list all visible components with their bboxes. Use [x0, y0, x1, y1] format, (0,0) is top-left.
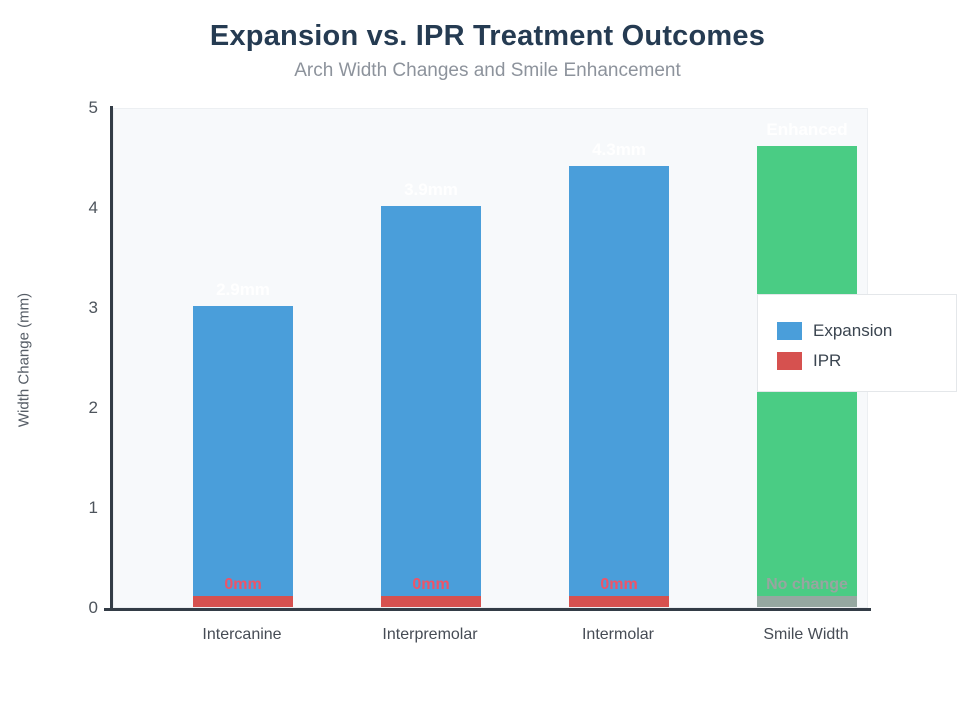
x-category-label-interpremolar: Interpremolar	[382, 626, 478, 643]
bar-value-label-intermolar: 4.3mm	[592, 140, 646, 159]
y-tick-label-1: 1	[88, 498, 98, 517]
legend-label: Expansion	[813, 321, 893, 340]
x-category-label-smile-width: Smile Width	[763, 626, 849, 643]
bar-base-label-intermolar: 0mm	[600, 576, 638, 593]
bar-value-label-smile-width: Enhanced	[766, 120, 848, 139]
bar-base-segment-smile-width[interactable]	[757, 596, 857, 607]
chart-title: Expansion vs. IPR Treatment Outcomes	[209, 20, 766, 52]
y-tick-label-0: 0	[88, 598, 98, 617]
y-tick-label-2: 2	[88, 398, 98, 417]
x-category-label-intercanine: Intercanine	[202, 626, 282, 643]
bar-segment-intercanine[interactable]	[193, 306, 293, 596]
y-tick-label-5: 5	[88, 98, 98, 117]
y-tick-label-3: 3	[88, 298, 98, 317]
bar-base-label-smile-width: No change	[766, 576, 848, 593]
x-axis-line	[104, 608, 871, 611]
bar-segment-intermolar[interactable]	[569, 166, 669, 596]
bar-base-segment-intercanine[interactable]	[193, 596, 293, 607]
legend-swatch-icon	[777, 322, 802, 340]
legend-label: IPR	[813, 351, 842, 370]
plot-area: 2.9mm 0mm 3.9mm 0mm 4.3mm 0mm Enhanced No chang…	[113, 108, 957, 608]
bar-base-label-interpremolar: 0mm	[412, 576, 450, 593]
legend-swatch-icon	[777, 352, 802, 370]
bar-base-segment-intermolar[interactable]	[569, 596, 669, 607]
legend-entry-ipr[interactable]: IPR	[777, 346, 956, 376]
y-tick-label-4: 4	[88, 198, 98, 217]
legend-entry-expansion[interactable]: Expansion	[777, 316, 956, 346]
legend: Expansion IPR	[757, 294, 957, 392]
chart-subtitle: Arch Width Changes and Smile Enhancement	[294, 60, 681, 81]
bar-value-label-intercanine: 2.9mm	[216, 280, 270, 299]
y-axis-title: Width Change (mm)	[15, 292, 33, 428]
y-axis-line	[110, 106, 113, 611]
bar-segment-interpremolar[interactable]	[381, 206, 481, 596]
bar-value-label-interpremolar: 3.9mm	[404, 180, 458, 199]
bar-base-label-intercanine: 0mm	[224, 576, 262, 593]
x-category-label-intermolar: Intermolar	[581, 626, 655, 643]
bar-base-segment-interpremolar[interactable]	[381, 596, 481, 607]
